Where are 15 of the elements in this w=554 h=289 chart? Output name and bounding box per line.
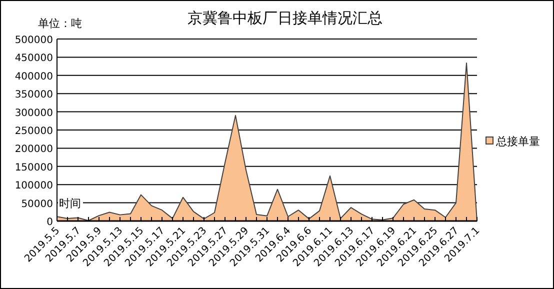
y-tick-label: 0 xyxy=(46,217,53,228)
y-tick-label: 50000 xyxy=(21,198,53,210)
y-tick-label: 250000 xyxy=(14,126,53,137)
y-tick-label: 200000 xyxy=(14,144,53,156)
y-tick-label: 150000 xyxy=(14,162,53,174)
y-tick-label: 350000 xyxy=(14,90,53,101)
chart-title: 京冀鲁中板厂日接单情况汇总 xyxy=(188,9,382,27)
y-axis-title: 单位：吨 xyxy=(38,17,82,30)
x-axis-title: 时间 xyxy=(59,197,81,210)
y-tick-label: 400000 xyxy=(14,71,53,82)
y-tick-label: 300000 xyxy=(14,108,53,119)
legend-label: 总接单量 xyxy=(495,135,540,148)
y-tick-label: 450000 xyxy=(14,53,53,64)
y-tick-label: 500000 xyxy=(14,35,53,46)
y-tick-label: 100000 xyxy=(14,180,53,192)
